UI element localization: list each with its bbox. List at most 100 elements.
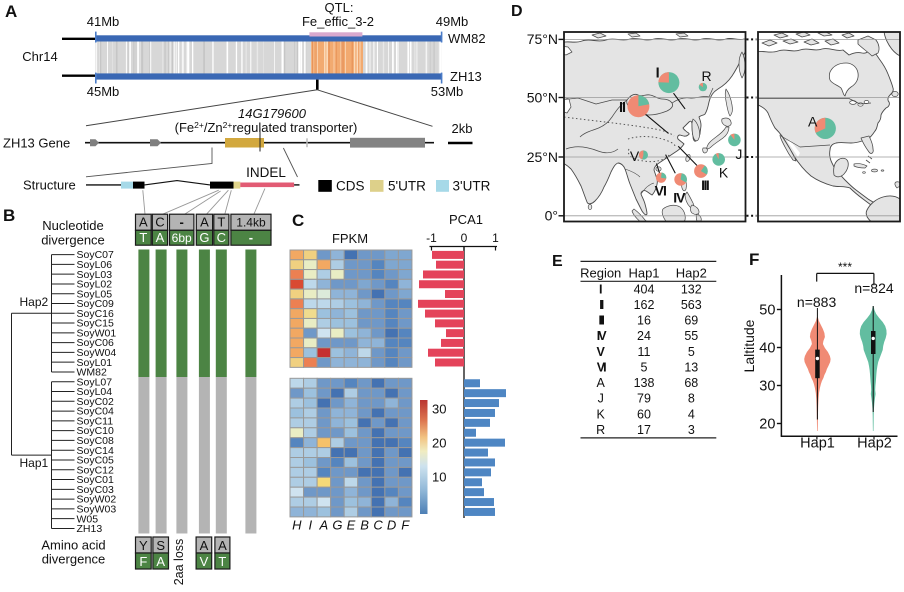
svg-text:A: A <box>218 538 227 553</box>
svg-text:SoyC04: SoyC04 <box>77 406 115 418</box>
svg-text:SoyL02: SoyL02 <box>77 279 113 291</box>
svg-text:563: 563 <box>681 298 702 312</box>
svg-text:SoyC15: SoyC15 <box>77 318 115 330</box>
svg-text:Structure: Structure <box>23 178 76 193</box>
svg-text:R: R <box>596 423 605 437</box>
svg-text:divergence: divergence <box>41 233 105 248</box>
svg-text:4: 4 <box>688 407 695 421</box>
svg-text:50°N: 50°N <box>527 89 558 105</box>
svg-text:J: J <box>598 392 604 406</box>
svg-text:n=883: n=883 <box>797 294 837 310</box>
svg-text:30: 30 <box>432 402 446 417</box>
svg-text:-: - <box>180 215 184 230</box>
svg-text:W05: W05 <box>77 513 99 525</box>
svg-text:FPKM: FPKM <box>332 231 368 246</box>
svg-text:D: D <box>387 518 396 533</box>
svg-text:SoyW02: SoyW02 <box>77 494 117 506</box>
svg-text:V: V <box>200 554 209 569</box>
svg-text:SoyC10: SoyC10 <box>77 425 115 437</box>
svg-text:Fe_effic_3-2: Fe_effic_3-2 <box>302 14 374 29</box>
svg-text:V: V <box>597 345 606 359</box>
svg-text:ZH13 Gene: ZH13 Gene <box>3 136 70 151</box>
svg-text:A: A <box>156 554 165 569</box>
svg-text:75°N: 75°N <box>527 31 558 47</box>
svg-text:S: S <box>156 538 165 553</box>
svg-text:G: G <box>332 518 342 533</box>
svg-text:Hap1: Hap1 <box>20 456 49 470</box>
svg-text:A: A <box>139 215 148 230</box>
svg-text:E: E <box>552 253 563 270</box>
svg-text:D: D <box>511 3 523 20</box>
svg-text:3: 3 <box>688 423 695 437</box>
svg-text:WM82: WM82 <box>448 31 486 46</box>
svg-text:10: 10 <box>432 470 446 485</box>
svg-text:5'UTR: 5'UTR <box>388 179 426 194</box>
svg-text:3'UTR: 3'UTR <box>453 179 491 194</box>
svg-text:79: 79 <box>637 392 651 406</box>
svg-text:SoyL06: SoyL06 <box>77 259 113 271</box>
svg-text:Region: Region <box>580 266 621 281</box>
svg-text:V: V <box>630 148 640 164</box>
svg-text:SoyL04: SoyL04 <box>77 386 113 398</box>
svg-text:17: 17 <box>637 423 651 437</box>
svg-text:B: B <box>3 206 15 225</box>
svg-text:(Fe2+/Zn2+regulated transporte: (Fe2+/Zn2+regulated transporter) <box>175 120 358 135</box>
svg-text:Laltitude: Laltitude <box>741 319 757 372</box>
svg-text:20: 20 <box>432 436 446 451</box>
svg-text:INDEL: INDEL <box>246 165 286 180</box>
svg-text:49Mb: 49Mb <box>436 14 469 29</box>
svg-text:41Mb: 41Mb <box>87 14 120 29</box>
svg-text:A: A <box>597 376 606 390</box>
svg-text:25°N: 25°N <box>527 149 558 165</box>
svg-text:T: T <box>217 215 225 230</box>
svg-text:2aa loss: 2aa loss <box>172 539 186 586</box>
svg-text:I: I <box>656 66 660 82</box>
svg-text:CDS: CDS <box>336 179 365 194</box>
svg-text:SoyC07: SoyC07 <box>77 249 115 261</box>
svg-text:WM82: WM82 <box>77 367 107 379</box>
svg-text:***: *** <box>838 260 852 274</box>
svg-text:SoyC02: SoyC02 <box>77 396 115 408</box>
svg-text:SoyC11: SoyC11 <box>77 415 114 427</box>
svg-text:III: III <box>598 314 604 328</box>
svg-text:K: K <box>719 164 729 180</box>
svg-text:Hap2: Hap2 <box>20 295 49 309</box>
svg-text:SoyC03: SoyC03 <box>77 484 115 496</box>
svg-text:30: 30 <box>759 379 775 395</box>
svg-text:68: 68 <box>684 376 698 390</box>
svg-text:SoyC14: SoyC14 <box>77 445 115 457</box>
svg-text:SoyC05: SoyC05 <box>77 455 115 467</box>
svg-text:60: 60 <box>637 407 651 421</box>
svg-text:1.4kb: 1.4kb <box>236 216 266 230</box>
svg-text:SoyL03: SoyL03 <box>77 269 113 281</box>
svg-text:5: 5 <box>641 360 648 374</box>
svg-text:6bp: 6bp <box>172 231 192 245</box>
svg-text:A: A <box>5 2 17 21</box>
svg-text:53Mb: 53Mb <box>431 84 464 99</box>
svg-text:A: A <box>319 518 329 533</box>
svg-text:J: J <box>735 146 742 162</box>
svg-text:H: H <box>292 518 302 533</box>
svg-text:Hap1: Hap1 <box>628 266 659 281</box>
svg-text:T: T <box>218 554 226 569</box>
svg-text:8: 8 <box>688 392 695 406</box>
svg-text:B: B <box>360 518 369 533</box>
svg-text:SoyC01: SoyC01 <box>77 474 115 486</box>
svg-text:SoyL07: SoyL07 <box>77 376 113 388</box>
svg-text:SoyW01: SoyW01 <box>77 327 117 339</box>
svg-text:138: 138 <box>634 376 655 390</box>
svg-text:F: F <box>749 250 759 269</box>
svg-text:Chr14: Chr14 <box>22 49 57 64</box>
svg-text:Hap2: Hap2 <box>676 266 707 281</box>
svg-text:Y: Y <box>139 538 148 553</box>
svg-text:ZH13: ZH13 <box>77 523 103 535</box>
svg-text:404: 404 <box>634 282 655 296</box>
svg-text:III: III <box>701 177 709 193</box>
svg-text:SoyL01: SoyL01 <box>77 357 113 369</box>
svg-text:SoyC16: SoyC16 <box>77 308 115 320</box>
svg-text:R: R <box>701 68 711 84</box>
svg-text:-: - <box>249 230 253 245</box>
svg-text:G: G <box>199 230 209 245</box>
svg-text:IV: IV <box>673 190 686 206</box>
svg-text:K: K <box>597 407 606 421</box>
